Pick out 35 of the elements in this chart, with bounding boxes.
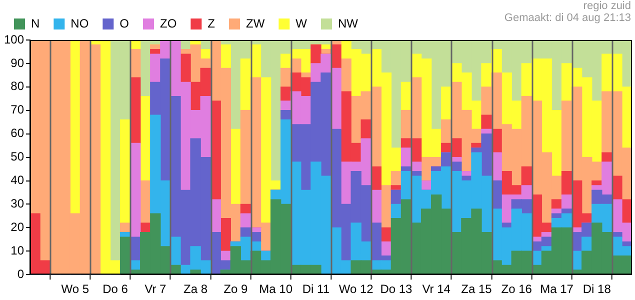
y-tick-label: 60 bbox=[10, 126, 24, 140]
legend-label: W bbox=[296, 16, 308, 30]
y-tick-label: 20 bbox=[10, 220, 24, 234]
x-tick-label: Za 15 bbox=[461, 282, 492, 296]
text: regio zuid bbox=[582, 0, 631, 12]
x-tick-label: Ma 17 bbox=[540, 282, 574, 296]
y-tick-label: 100 bbox=[4, 32, 24, 46]
y-tick-label: 50 bbox=[10, 150, 24, 164]
x-tick-label: Do 13 bbox=[380, 282, 413, 296]
x-tick-label: Ma 10 bbox=[259, 282, 293, 296]
text: Gemaakt: di 04 aug 21:13 bbox=[504, 12, 631, 24]
y-tick-label: 30 bbox=[10, 196, 24, 211]
x-tick-label: Zo 16 bbox=[501, 282, 532, 296]
y-tick-label: 40 bbox=[10, 173, 24, 188]
legend-label: N bbox=[31, 16, 40, 30]
x-tick-label: Zo 9 bbox=[224, 282, 248, 296]
legend-label: NW bbox=[338, 16, 359, 30]
legend-label: Z bbox=[208, 16, 216, 30]
legend-label: O bbox=[120, 16, 130, 30]
x-tick-label: Vr 14 bbox=[422, 282, 451, 296]
y-tick-label: 10 bbox=[10, 243, 24, 258]
x-tick-label: Wo 12 bbox=[338, 282, 374, 296]
legend-label: NO bbox=[70, 16, 89, 30]
legend-label: ZO bbox=[160, 16, 177, 30]
y-tick-label: 90 bbox=[10, 56, 24, 70]
y-tick-label: 0 bbox=[17, 266, 24, 281]
legend-label: ZW bbox=[246, 16, 266, 30]
x-tick-label: Za 8 bbox=[184, 282, 208, 296]
x-tick-label: Di 18 bbox=[582, 282, 612, 296]
x-tick-label: Wo 5 bbox=[61, 282, 90, 296]
x-tick-label: Do 6 bbox=[102, 282, 128, 296]
x-tick-label: Di 11 bbox=[302, 282, 330, 296]
y-tick-label: 70 bbox=[10, 102, 24, 117]
x-tick-label: Vr 7 bbox=[144, 282, 167, 296]
y-tick-label: 80 bbox=[10, 79, 24, 94]
